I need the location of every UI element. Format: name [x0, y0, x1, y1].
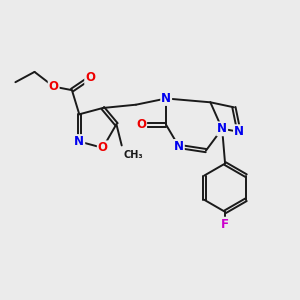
Text: N: N — [234, 125, 244, 138]
Text: N: N — [217, 122, 227, 135]
Text: O: O — [85, 71, 95, 84]
Text: F: F — [221, 218, 229, 231]
Text: O: O — [136, 118, 146, 131]
Text: CH₃: CH₃ — [123, 150, 143, 160]
Text: O: O — [49, 80, 59, 93]
Text: N: N — [161, 92, 171, 105]
Text: O: O — [98, 141, 108, 154]
Text: N: N — [174, 140, 184, 153]
Text: N: N — [74, 135, 84, 148]
